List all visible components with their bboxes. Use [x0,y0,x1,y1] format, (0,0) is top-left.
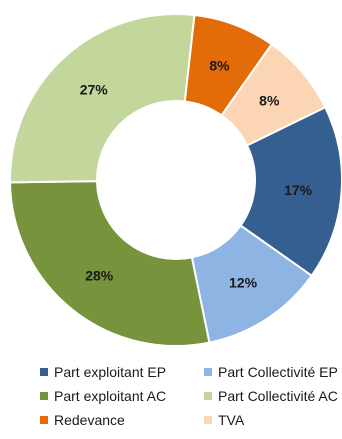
donut-chart: 17% 12% 28% 27% 8% 8% [9,13,342,347]
legend-item: Part Collectivité EP [204,362,338,382]
donut-slices [9,13,342,347]
legend-label: Part exploitant AC [54,388,167,404]
slice-part-collectivit-ac [9,13,196,184]
legend-item: Part Collectivité AC [204,386,338,406]
legend-swatch [40,392,48,400]
legend-swatch [40,368,48,376]
legend-label: Part Collectivité EP [218,364,338,380]
legend-swatch [204,392,212,400]
data-label-part-collectivit-ac: 27% [80,81,109,97]
legend-swatch [204,368,212,376]
legend-item: Part exploitant EP [40,362,166,382]
slice-tva [220,42,327,147]
data-label-part-exploitant-ep: 17% [284,182,313,198]
legend-label: TVA [218,412,245,428]
legend-item: TVA [204,410,244,430]
legend-label: Redevance [54,412,125,428]
legend-swatch [204,416,212,424]
slice-part-exploitant-ep [239,105,342,278]
data-label-redevance: 8% [209,57,230,73]
slice-part-exploitant-ac [9,180,211,347]
legend-label: Part Collectivité AC [218,388,338,404]
legend-label: Part exploitant EP [54,364,167,380]
legend-item: Part exploitant AC [40,386,166,406]
data-labels: 17% 12% 28% 27% 8% 8% [80,57,313,290]
data-label-part-exploitant-ac: 28% [85,267,114,283]
legend-swatch [40,416,48,424]
data-label-tva: 8% [259,93,280,109]
data-label-part-collectivit-ep: 12% [229,275,258,291]
legend-item: Redevance [40,410,125,430]
